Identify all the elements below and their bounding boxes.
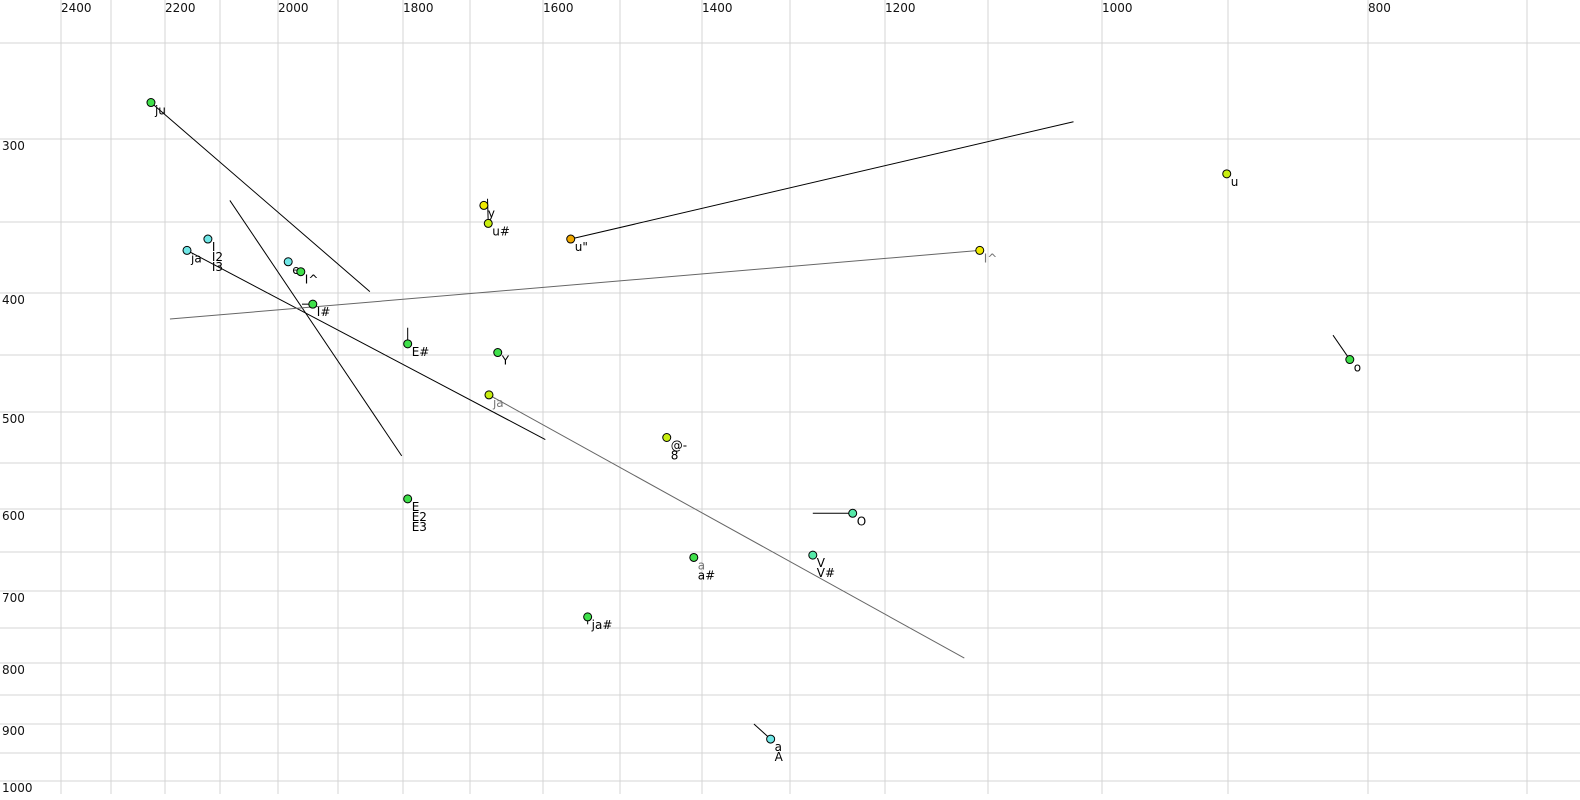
- data-point: [182, 245, 192, 255]
- data-label: a: [775, 740, 782, 754]
- data-label: ja: [190, 251, 202, 265]
- x-axis-ticks: 2400 2200 2000 1800 1600 1400 1200 1000 800: [61, 1, 1391, 15]
- trajectory-line: [1332, 334, 1351, 360]
- data-label: @-: [671, 439, 687, 453]
- data-point: [689, 552, 699, 562]
- data-point: [203, 234, 213, 244]
- data-label: ju: [154, 104, 166, 118]
- data-point: [493, 348, 503, 358]
- data-label: I3: [212, 260, 223, 274]
- data-label: u": [575, 240, 588, 254]
- x-tick-label: 2400: [61, 1, 92, 15]
- data-point: [1345, 355, 1355, 365]
- data-label: I#: [317, 305, 331, 319]
- data-label: O: [857, 514, 866, 528]
- data-label: I2: [212, 250, 223, 264]
- data-label: A: [775, 750, 784, 764]
- trajectories: [150, 102, 1351, 740]
- x-tick-label: 800: [1368, 1, 1391, 15]
- x-tick-label: 1400: [702, 1, 733, 15]
- data-point: [146, 98, 156, 108]
- x-tick-label: 1200: [885, 1, 916, 15]
- y-tick-label: 600: [2, 509, 25, 523]
- y-tick-label: 800: [2, 663, 25, 677]
- data-point: [566, 234, 576, 244]
- data-label: E2: [412, 510, 427, 524]
- data-point: [662, 433, 672, 442]
- y-tick-label: 900: [2, 724, 25, 738]
- data-label: o: [1354, 361, 1361, 375]
- data-point: [1222, 169, 1232, 179]
- y-tick-label: 700: [2, 591, 25, 605]
- data-point: [483, 218, 493, 228]
- trajectory-line: [488, 394, 965, 659]
- trajectory-line: [150, 102, 371, 292]
- data-label: I^: [305, 273, 319, 287]
- y-tick-label: 300: [2, 139, 25, 153]
- y-tick-label: 400: [2, 293, 25, 307]
- data-label: V#: [817, 566, 835, 580]
- x-tick-label: 2000: [278, 1, 309, 15]
- data-label: Y: [501, 354, 510, 368]
- data-label: ja#: [591, 618, 613, 632]
- data-point: [296, 267, 306, 277]
- data-label: u: [1231, 175, 1239, 189]
- data-point: [403, 494, 413, 504]
- trajectory-line: [570, 121, 1074, 240]
- data-label: y: [488, 206, 495, 220]
- data-label: u#: [492, 224, 510, 238]
- data-label: ja: [492, 396, 504, 410]
- data-point: [403, 339, 413, 349]
- y-tick-label: 500: [2, 412, 25, 426]
- y-tick-label: 1000: [2, 781, 33, 795]
- data-label: E: [412, 500, 420, 514]
- data-label: a: [698, 558, 705, 572]
- data-point: [766, 734, 776, 744]
- trajectory-line: [229, 200, 403, 457]
- y-axis-ticks: 300 400 500 600 700 800 900 1000: [2, 139, 33, 795]
- data-point: [283, 257, 293, 267]
- x-tick-label: 1800: [403, 1, 434, 15]
- x-tick-label: 2200: [165, 1, 196, 15]
- x-tick-label: 1600: [543, 1, 574, 15]
- data-point: [975, 245, 985, 255]
- data-label: e: [292, 263, 299, 277]
- data-label: E3: [412, 520, 427, 534]
- data-label: E#: [412, 345, 430, 359]
- data-label: a#: [698, 568, 715, 582]
- data-label: I: [212, 240, 216, 254]
- trajectory-line: [169, 249, 980, 320]
- x-tick-label: 1000: [1102, 1, 1133, 15]
- data-point: [808, 550, 818, 560]
- data-label: I^: [984, 251, 998, 265]
- data-label: V: [817, 556, 826, 570]
- trajectory-line: [186, 249, 546, 440]
- data-point: [479, 200, 489, 210]
- data-point: [848, 508, 858, 518]
- data-label: 8: [671, 449, 679, 463]
- data-point: [308, 299, 318, 309]
- data-point: [583, 612, 593, 622]
- data-point: [484, 390, 494, 400]
